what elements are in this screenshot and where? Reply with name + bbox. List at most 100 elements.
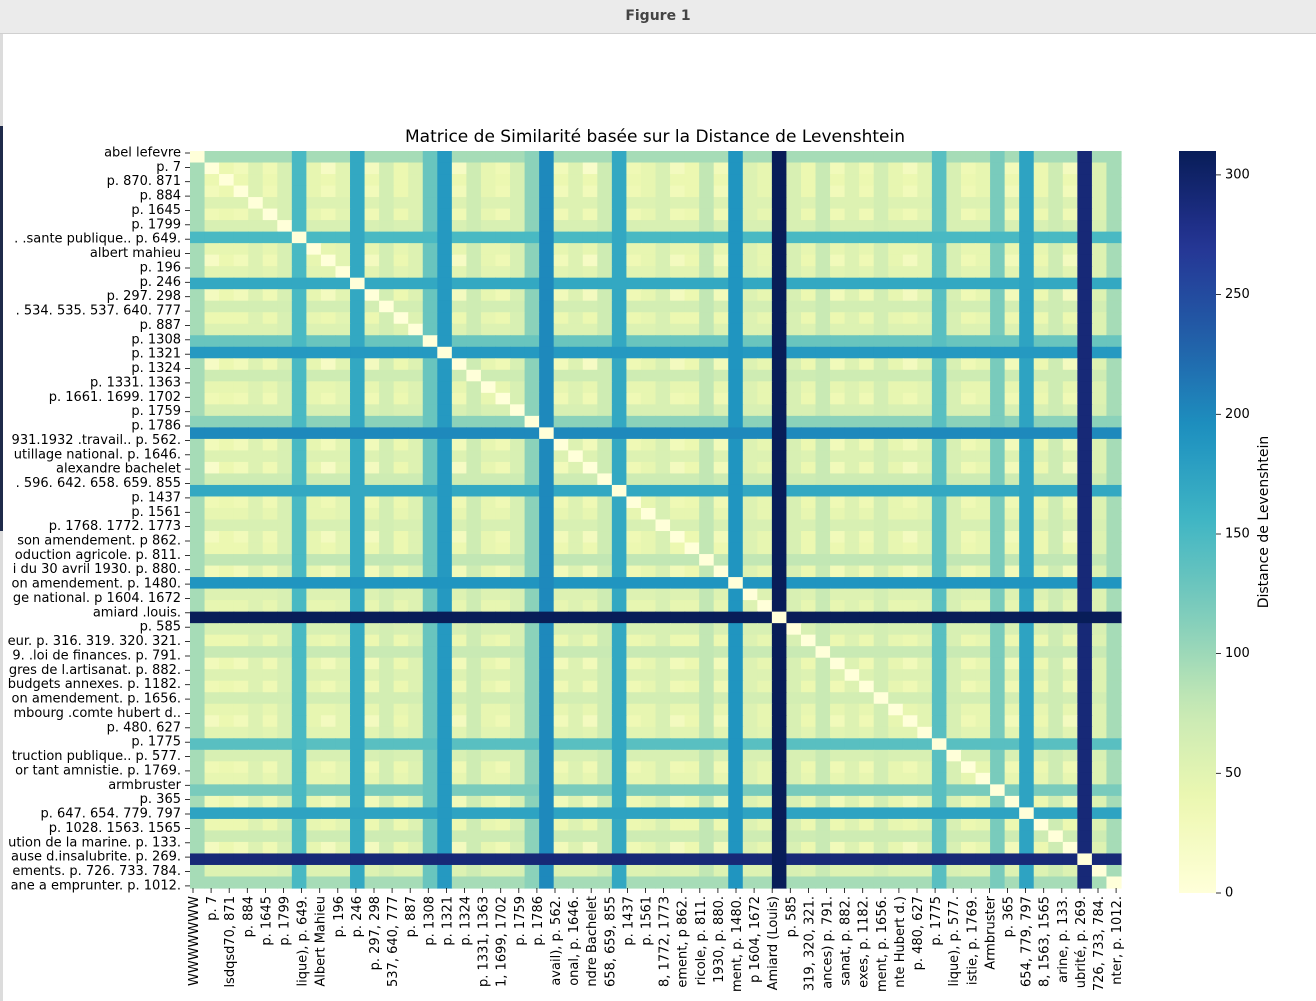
heatmap-cell bbox=[757, 784, 773, 797]
heatmap-cell bbox=[640, 830, 657, 843]
heatmap-cell bbox=[626, 231, 642, 244]
heatmap-cell bbox=[204, 669, 220, 682]
heatmap-cell bbox=[830, 461, 846, 475]
heatmap-cell bbox=[190, 600, 206, 613]
heatmap-cell bbox=[524, 680, 540, 693]
heatmap-cell bbox=[946, 208, 962, 221]
heatmap-cell bbox=[902, 507, 918, 521]
heatmap-cell bbox=[902, 784, 918, 797]
heatmap-cell bbox=[1091, 438, 1108, 452]
heatmap-cell bbox=[393, 243, 409, 256]
heatmap-cell bbox=[1033, 220, 1049, 233]
heatmap-cell bbox=[873, 277, 889, 290]
heatmap-cell bbox=[859, 531, 875, 544]
heatmap-cell bbox=[597, 738, 613, 751]
heatmap-cell bbox=[1004, 335, 1020, 348]
heatmap-cell bbox=[1091, 565, 1108, 578]
heatmap-cell bbox=[946, 312, 962, 325]
heatmap-cell bbox=[524, 197, 540, 210]
heatmap-cell bbox=[990, 415, 1006, 428]
heatmap-cell bbox=[742, 404, 758, 417]
heatmap-cell bbox=[728, 680, 744, 693]
heatmap-cell bbox=[553, 220, 569, 233]
heatmap-cell bbox=[393, 197, 409, 210]
heatmap-cell bbox=[320, 680, 337, 693]
heatmap-cell bbox=[990, 404, 1006, 417]
heatmap-cell bbox=[990, 484, 1006, 498]
heatmap-cell bbox=[859, 795, 875, 808]
heatmap-cell bbox=[742, 876, 758, 889]
heatmap-cell bbox=[757, 162, 773, 175]
heatmap-cell bbox=[640, 404, 657, 417]
column-label: ndre Bachelet bbox=[585, 896, 600, 987]
heatmap-cell bbox=[902, 266, 918, 279]
heatmap-cell bbox=[277, 646, 293, 659]
heatmap-cell bbox=[422, 646, 438, 659]
heatmap-cell bbox=[219, 496, 235, 509]
heatmap-cell bbox=[524, 415, 540, 428]
heatmap-cell bbox=[1077, 185, 1093, 198]
heatmap-cell bbox=[800, 876, 817, 889]
heatmap-cell bbox=[248, 623, 264, 636]
row-label: ause d.insalubrite. p. 269. bbox=[11, 850, 181, 865]
heatmap-cell bbox=[437, 243, 453, 256]
column-label: Albert Mahieu bbox=[314, 896, 329, 987]
heatmap-cell bbox=[1077, 542, 1093, 555]
heatmap-cell bbox=[320, 220, 337, 233]
heatmap-cell bbox=[437, 312, 453, 325]
heatmap-cell bbox=[626, 277, 642, 290]
heatmap-cell bbox=[902, 726, 918, 739]
heatmap-cell bbox=[990, 772, 1006, 785]
heatmap-cell bbox=[626, 151, 642, 164]
heatmap-cell bbox=[480, 473, 497, 486]
heatmap-cell bbox=[1019, 715, 1035, 728]
heatmap-cell bbox=[597, 749, 613, 762]
heatmap-cell bbox=[466, 554, 482, 567]
heatmap-cell bbox=[873, 381, 889, 394]
heatmap-cell bbox=[902, 519, 918, 532]
heatmap-cell bbox=[1019, 312, 1035, 325]
heatmap-cell bbox=[568, 473, 584, 486]
heatmap-cell bbox=[582, 853, 598, 866]
heatmap-cell bbox=[379, 634, 395, 647]
heatmap-cell bbox=[626, 415, 642, 428]
heatmap-cell bbox=[888, 703, 904, 716]
heatmap-cell bbox=[946, 531, 962, 544]
heatmap-cell bbox=[713, 577, 729, 590]
heatmap-cell bbox=[553, 254, 569, 267]
heatmap-cell bbox=[975, 392, 991, 405]
heatmap-cell bbox=[306, 484, 322, 498]
heatmap-cell bbox=[859, 841, 875, 855]
heatmap-cell bbox=[830, 600, 846, 613]
heatmap-cell bbox=[350, 496, 366, 509]
column-label: 537, 640, 777 bbox=[386, 896, 401, 987]
heatmap-cell bbox=[466, 876, 482, 889]
heatmap-cell bbox=[393, 312, 409, 325]
heatmap-cell bbox=[946, 369, 962, 382]
heatmap-cell bbox=[1106, 841, 1122, 855]
heatmap-cell bbox=[742, 415, 758, 428]
heatmap-cell bbox=[510, 220, 526, 233]
heatmap-cell bbox=[1091, 392, 1108, 405]
heatmap-cell bbox=[946, 461, 962, 475]
heatmap-cell bbox=[277, 657, 293, 670]
heatmap-cell bbox=[830, 185, 846, 198]
heatmap-cell bbox=[946, 634, 962, 647]
heatmap-cell bbox=[771, 208, 788, 221]
heatmap-cell bbox=[204, 807, 220, 820]
heatmap-cell bbox=[844, 611, 860, 624]
heatmap-cell bbox=[320, 657, 337, 670]
heatmap-cell bbox=[219, 358, 235, 371]
heatmap-cell bbox=[335, 208, 351, 221]
heatmap-cell bbox=[960, 346, 977, 359]
heatmap-cell bbox=[1033, 427, 1049, 440]
heatmap-cell bbox=[1033, 519, 1049, 532]
heatmap-cell bbox=[262, 243, 278, 256]
heatmap-cell bbox=[510, 369, 526, 382]
heatmap-cell bbox=[582, 450, 598, 463]
heatmap-cell bbox=[728, 634, 744, 647]
heatmap-cell bbox=[582, 646, 598, 659]
heatmap-cell bbox=[480, 231, 497, 244]
heatmap-cell bbox=[364, 623, 380, 636]
